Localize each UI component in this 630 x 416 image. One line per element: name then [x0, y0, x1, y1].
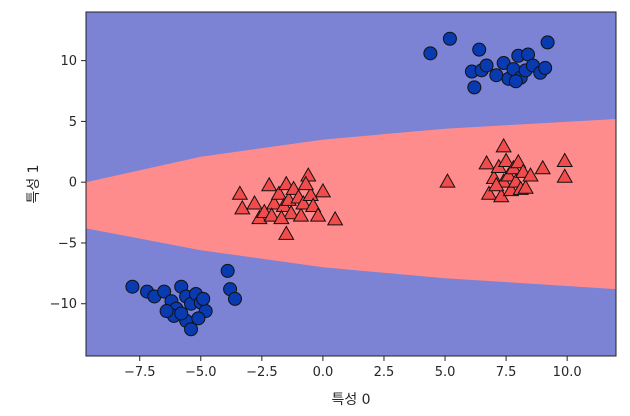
- data-point-triangle: [263, 207, 280, 222]
- data-point-circle: [479, 58, 494, 73]
- data-point-triangle: [495, 137, 512, 153]
- data-point-triangle: [234, 199, 251, 215]
- data-point-circle: [489, 68, 504, 83]
- plot-frame: [85, 11, 617, 357]
- data-point-triangle: [297, 175, 315, 191]
- data-point-triangle: [326, 210, 344, 226]
- data-point-triangle: [282, 204, 300, 220]
- data-point-triangle: [273, 209, 290, 225]
- data-point-triangle: [231, 185, 249, 200]
- x-axis: −7.5 −5.0 −2.5 0.0 2.5 5.0 7.5 10.0: [124, 356, 582, 380]
- y-tick-label: 10: [60, 54, 77, 69]
- data-point-circle: [159, 304, 174, 319]
- data-point-circle: [196, 291, 211, 306]
- data-point-circle: [227, 291, 242, 306]
- y-tick-label: −10: [50, 297, 77, 312]
- data-point-triangle: [295, 195, 312, 210]
- data-point-triangle: [246, 195, 263, 210]
- data-point-triangle: [260, 176, 278, 192]
- x-axis-label: 특성 0: [331, 392, 370, 408]
- data-point-triangle: [314, 182, 332, 198]
- x-tick-label: −2.5: [246, 365, 278, 380]
- data-point-circle: [442, 31, 457, 46]
- data-point-triangle: [500, 167, 517, 182]
- data-point-triangle: [302, 186, 319, 202]
- y-axis: 10 5 0 −5 −10: [50, 54, 86, 312]
- data-point-triangle: [556, 168, 573, 183]
- data-point-circle: [184, 322, 199, 337]
- data-point-triangle: [304, 197, 322, 212]
- data-point-triangle: [497, 152, 515, 167]
- data-point-triangle: [534, 159, 551, 175]
- data-point-circle: [538, 60, 553, 75]
- data-point-circle: [157, 284, 172, 299]
- data-point-triangle: [480, 185, 498, 200]
- data-point-triangle: [522, 167, 539, 182]
- data-point-circle: [540, 35, 555, 50]
- data-point-triangle: [270, 185, 288, 200]
- x-tick-label: 7.5: [496, 365, 517, 380]
- x-tick-label: −7.5: [124, 365, 156, 380]
- data-point-triangle: [517, 179, 534, 194]
- data-point-circle: [220, 263, 235, 278]
- data-point-triangle: [510, 153, 527, 169]
- data-point-circle: [191, 311, 206, 326]
- data-point-triangle: [278, 175, 295, 191]
- x-tick-label: 10.0: [553, 365, 582, 380]
- data-point-triangle: [265, 195, 283, 210]
- data-point-triangle: [488, 176, 505, 192]
- data-point-circle: [423, 46, 438, 61]
- data-point-circle: [508, 74, 523, 89]
- y-tick-label: 5: [69, 115, 77, 130]
- data-point-circle: [174, 306, 189, 321]
- data-point-triangle: [478, 154, 495, 170]
- x-tick-label: 0.0: [313, 365, 334, 380]
- data-point-triangle: [439, 173, 456, 188]
- data-point-circle: [467, 80, 482, 95]
- data-point-triangle: [292, 207, 310, 222]
- data-point-triangle: [278, 225, 295, 240]
- points-layer: [125, 31, 573, 337]
- data-point-circle: [472, 42, 487, 57]
- y-tick-label: −5: [58, 236, 77, 251]
- x-tick-label: 2.5: [374, 365, 395, 380]
- y-tick-label: 0: [69, 176, 77, 191]
- data-point-triangle: [309, 207, 327, 222]
- y-axis-label: 특성 1: [26, 164, 42, 203]
- data-point-triangle: [556, 152, 573, 167]
- x-tick-label: −5.0: [185, 365, 217, 380]
- data-point-circle: [125, 279, 140, 294]
- x-tick-label: 5.0: [435, 365, 456, 380]
